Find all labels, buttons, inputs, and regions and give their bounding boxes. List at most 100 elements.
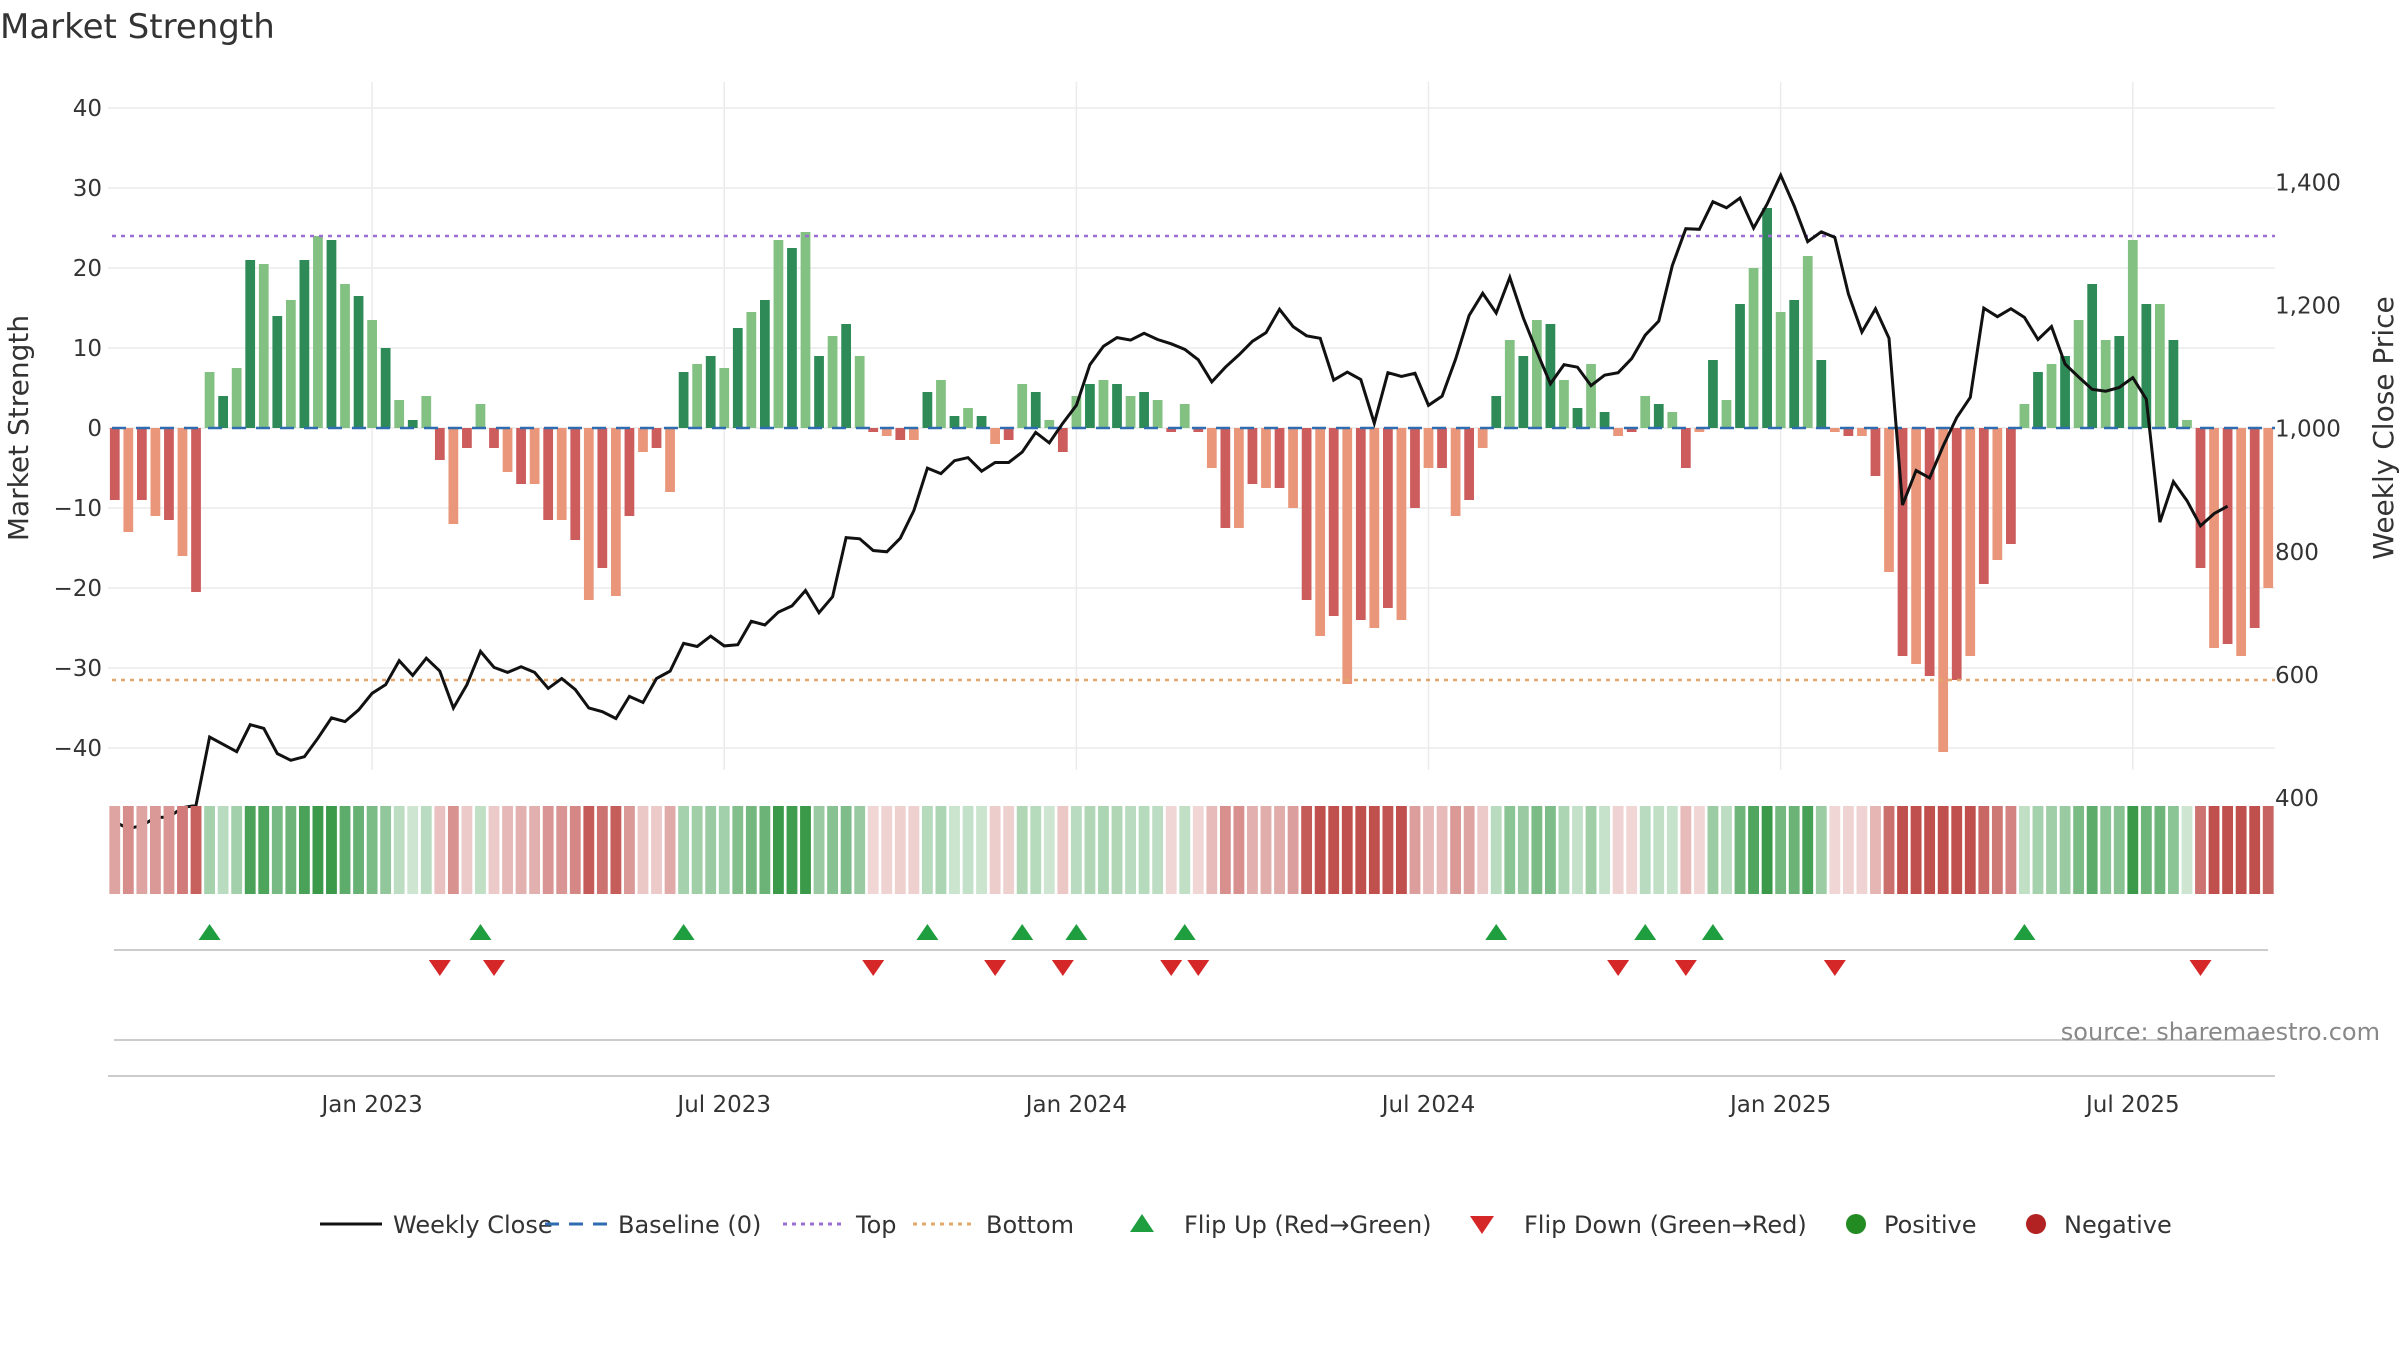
strength-bar <box>611 428 621 596</box>
strip-cell <box>1639 806 1651 894</box>
strength-bar <box>1017 384 1028 428</box>
strip-cell <box>475 806 486 894</box>
strip-cell <box>1490 806 1502 894</box>
strength-bar <box>150 428 161 516</box>
strip-cell <box>163 806 175 894</box>
strip-cell <box>2249 806 2261 894</box>
strength-bar <box>177 428 188 556</box>
left-tick-label: 30 <box>73 176 102 202</box>
strength-bar <box>1802 256 1813 428</box>
strip-cell <box>813 806 825 894</box>
strip-cell <box>664 806 676 894</box>
strength-bar <box>353 296 364 428</box>
strip-cell <box>244 806 256 894</box>
strip-cell <box>881 806 893 894</box>
strip-cell <box>1111 806 1123 894</box>
strength-bar <box>1220 428 1231 528</box>
strength-bar <box>1721 400 1732 428</box>
strength-bar <box>1234 428 1244 528</box>
strip-cell <box>2181 806 2193 894</box>
legend-label: Flip Down (Green→Red) <box>1524 1211 1807 1239</box>
strip-cell <box>339 806 351 894</box>
strength-bar <box>2046 364 2057 428</box>
strength-bar <box>990 428 1000 444</box>
strip-cell <box>1748 806 1759 894</box>
strength-bar <box>759 300 770 428</box>
strip-cell <box>2235 806 2247 894</box>
strength-bar <box>908 428 919 440</box>
strip-cell <box>2168 806 2179 894</box>
strip-cell <box>1436 806 1448 894</box>
left-tick-label: −10 <box>53 496 102 522</box>
strip-cell <box>1978 806 1990 894</box>
strength-bar <box>1640 396 1651 428</box>
strength-bar <box>258 264 269 428</box>
strip-cell <box>2086 806 2098 894</box>
grid-lines <box>108 82 2275 770</box>
strip-cell <box>1030 806 1042 894</box>
strength-bar <box>2263 428 2274 588</box>
strength-bar <box>922 392 933 428</box>
strength-bar <box>1423 428 1434 468</box>
strength-bar <box>543 428 554 520</box>
strength-bar <box>570 428 581 540</box>
strip-cell <box>1423 806 1434 894</box>
strength-bar <box>1464 428 1475 500</box>
flip-up-marker <box>1011 924 1034 940</box>
strip-cell <box>2032 806 2044 894</box>
strength-bar <box>204 372 215 428</box>
flip-down-marker <box>1674 960 1697 976</box>
x-axis: Jan 2023 Jul 2023 Jan 2024 Jul 2024 Jan 2025… <box>319 1092 2179 1118</box>
strip-cell <box>177 806 188 894</box>
legend-label: Top <box>855 1211 897 1239</box>
strength-bar <box>2141 304 2152 428</box>
legend-label: Weekly Close <box>393 1211 553 1239</box>
strip-cell <box>1206 806 1218 894</box>
strength-bar <box>1504 340 1515 428</box>
strength-bar <box>1030 392 1041 428</box>
flip-down-marker <box>984 960 1007 976</box>
strength-bar <box>1112 384 1122 428</box>
strength-bar <box>1829 428 1840 432</box>
strength-bar <box>1044 420 1055 428</box>
strength-bar <box>407 420 418 428</box>
strip-cell <box>1585 806 1597 894</box>
strip-cell <box>204 806 215 894</box>
x-tick-label: Jan 2024 <box>1024 1092 1127 1118</box>
flip-markers-panel <box>114 924 2268 976</box>
strip-cell <box>1274 806 1285 894</box>
strength-bar <box>1247 428 1258 484</box>
strength-bar <box>624 428 635 516</box>
strip-cell <box>190 806 202 894</box>
strip-cell <box>461 806 473 894</box>
flip-up-marker <box>2013 924 2036 940</box>
strip-cell <box>529 806 541 894</box>
strip-cell <box>1477 806 1489 894</box>
strip-cell <box>1910 806 1922 894</box>
strength-bar <box>272 316 283 428</box>
strength-bar <box>1897 428 1908 656</box>
strip-cell <box>502 806 513 894</box>
right-tick-label: 800 <box>2275 540 2319 566</box>
legend-circle <box>1846 1214 1866 1234</box>
flip-up-marker <box>198 924 221 940</box>
strength-bar <box>2236 428 2247 656</box>
left-axis-title: Market Strength <box>2 315 35 541</box>
strength-bar <box>746 312 757 428</box>
legend-label: Bottom <box>986 1211 1074 1239</box>
strength-bar <box>1396 428 1407 620</box>
strength-bar <box>814 356 824 428</box>
strip-cell <box>420 806 432 894</box>
strength-bar <box>285 300 296 428</box>
strength-bar <box>1680 428 1691 468</box>
strip-cell <box>2195 806 2206 894</box>
strip-cell <box>1842 806 1854 894</box>
strength-bar <box>1531 320 1542 428</box>
strip-cell <box>827 806 839 894</box>
strength-bar <box>976 416 987 428</box>
strip-cell <box>1003 806 1015 894</box>
strength-bar <box>1274 428 1285 488</box>
strength-bar <box>1369 428 1380 628</box>
strength-bar <box>1355 428 1366 620</box>
